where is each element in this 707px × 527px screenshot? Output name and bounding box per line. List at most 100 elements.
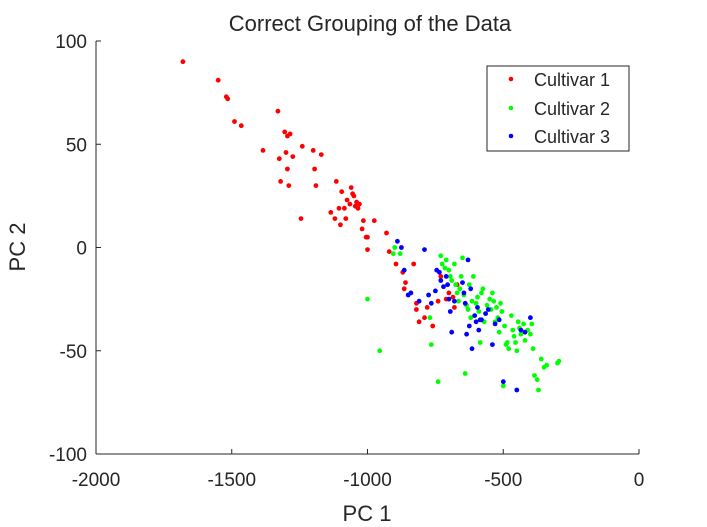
point-series-2-34	[477, 340, 483, 345]
point-series-3-20	[452, 298, 457, 304]
point-series-1-14	[285, 166, 290, 172]
point-series-1-2	[215, 77, 221, 83]
chart-title: Correct Grouping of the Data	[229, 11, 512, 36]
point-series-3-39	[496, 317, 502, 323]
point-series-1-9	[276, 156, 282, 162]
point-series-2-63	[521, 321, 526, 327]
point-series-2-21	[458, 274, 464, 279]
point-series-2-55	[509, 313, 514, 318]
point-series-2-70	[534, 377, 540, 383]
point-series-3-24	[464, 331, 469, 337]
point-series-1-60	[435, 298, 441, 304]
y-tick-label: -50	[60, 342, 87, 363]
point-series-2-30	[471, 274, 476, 279]
point-series-1-46	[371, 218, 377, 224]
point-series-3-22	[461, 290, 467, 296]
x-tick-label: -2000	[72, 470, 121, 491]
point-series-3-37	[490, 342, 495, 347]
point-series-2-16	[452, 261, 457, 267]
point-series-3-19	[449, 329, 455, 335]
point-series-1-44	[365, 234, 370, 240]
point-series-3-42	[518, 327, 524, 333]
point-series-3-9	[428, 300, 434, 306]
point-series-2-58	[513, 340, 518, 345]
point-series-2-71	[536, 387, 541, 393]
point-series-1-29	[339, 189, 345, 195]
point-series-2-2	[377, 348, 383, 354]
point-series-3-30	[473, 319, 479, 325]
point-series-3-17	[446, 296, 452, 302]
point-series-3-16	[445, 282, 450, 288]
legend-label-cultivar-1: Cultivar 1	[534, 70, 610, 90]
point-series-1-55	[414, 307, 419, 312]
x-tick-label: -500	[484, 470, 522, 491]
point-series-3-29	[472, 313, 478, 318]
x-axis-label: PC 1	[343, 501, 392, 526]
point-series-1-22	[313, 183, 319, 189]
point-series-2-56	[510, 327, 516, 333]
point-series-1-6	[238, 123, 244, 129]
point-series-1-16	[287, 131, 293, 137]
point-series-1-19	[299, 143, 305, 149]
x-tick-label: 0	[634, 470, 645, 491]
point-series-1-8	[275, 108, 281, 114]
point-series-1-5	[232, 119, 237, 124]
point-series-3-35	[483, 311, 488, 316]
legend-label-cultivar-2: Cultivar 2	[534, 99, 610, 119]
point-series-3-8	[426, 292, 431, 298]
point-series-2-64	[522, 338, 528, 343]
point-series-2-22	[460, 255, 465, 261]
y-tick-label: -100	[49, 445, 87, 466]
point-series-2-8	[435, 379, 441, 385]
point-series-2-26	[465, 307, 471, 312]
point-series-3-34	[479, 317, 484, 323]
point-series-1-11	[282, 129, 288, 135]
point-series-1-17	[290, 154, 296, 160]
legend: Cultivar 1 Cultivar 2 Cultivar 3	[486, 65, 630, 152]
point-series-2-66	[528, 331, 533, 337]
point-series-3-23	[462, 300, 468, 306]
point-series-2-5	[397, 251, 403, 257]
point-series-2-29	[469, 298, 475, 304]
y-axis-label: PC 2	[5, 223, 30, 272]
point-series-1-33	[347, 201, 353, 207]
point-series-1-58	[424, 305, 430, 310]
point-series-1-53	[411, 261, 417, 267]
point-series-2-60	[515, 319, 521, 325]
point-series-3-10	[433, 288, 438, 294]
point-series-1-48	[386, 249, 392, 255]
points-layer	[180, 59, 562, 393]
point-series-2-36	[480, 286, 486, 292]
point-series-1-34	[348, 185, 354, 191]
point-series-3-12	[437, 269, 442, 275]
point-series-3-15	[443, 274, 449, 279]
point-series-1-61	[438, 274, 444, 279]
point-series-3-36	[485, 307, 491, 312]
point-series-1-32	[344, 197, 350, 203]
point-series-2-9	[438, 253, 444, 259]
point-series-2-40	[487, 296, 493, 302]
point-series-2-28	[468, 315, 474, 321]
y-tick-label: 0	[76, 239, 87, 260]
point-series-2-45	[494, 305, 499, 310]
point-series-2-19	[456, 298, 461, 304]
point-series-2-68	[530, 346, 536, 352]
point-series-3-38	[492, 321, 498, 327]
point-series-1-28	[338, 222, 343, 228]
point-series-2-3	[390, 251, 396, 257]
point-series-1-21	[312, 166, 317, 172]
point-series-1-56	[416, 319, 422, 325]
point-series-3-1	[395, 238, 400, 244]
point-series-2-18	[454, 290, 460, 296]
point-series-1-15	[286, 183, 292, 189]
point-series-2-11	[442, 265, 448, 271]
legend-marker-cultivar-1	[508, 76, 514, 82]
point-series-2-31	[473, 300, 479, 306]
point-series-2-1	[365, 296, 370, 302]
point-series-3-14	[441, 284, 446, 290]
point-series-1-36	[351, 193, 357, 199]
point-series-1-65	[452, 305, 457, 310]
point-series-2-50	[500, 383, 506, 389]
point-series-2-32	[475, 294, 480, 300]
